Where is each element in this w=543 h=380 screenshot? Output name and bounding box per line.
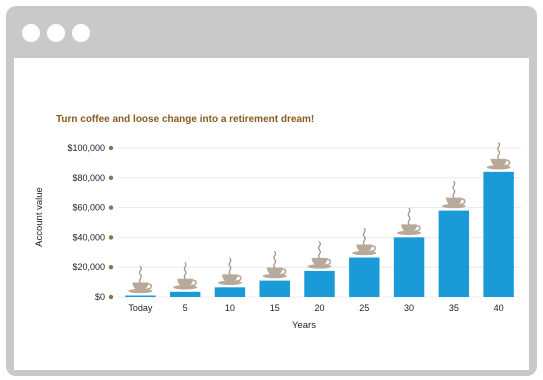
chart-panel: Turn coffee and loose change into a reti… [14, 58, 529, 370]
minimize-icon[interactable] [47, 24, 65, 42]
y-tick-label: $20,000 [72, 262, 105, 272]
x-tick-label: 10 [225, 303, 235, 313]
y-tick-marker [108, 235, 114, 240]
maximize-icon[interactable] [72, 24, 90, 42]
browser-window: Turn coffee and loose change into a reti… [6, 6, 537, 376]
x-tick-label: 15 [270, 303, 280, 313]
chart-title: Turn coffee and loose change into a reti… [56, 114, 314, 125]
bar [483, 171, 514, 297]
coffee-cup-icon [217, 257, 242, 286]
y-tick-marker [108, 265, 114, 270]
y-tick-label: $0 [95, 292, 105, 302]
bar [169, 291, 201, 297]
bar [393, 237, 425, 297]
bar [304, 270, 335, 297]
x-axis-label: Years [292, 320, 316, 331]
x-tick-label: 25 [359, 303, 369, 313]
bar [259, 280, 290, 297]
coffee-cup-icon [441, 180, 466, 209]
y-tick-marker [108, 145, 114, 151]
coffee-cup-icon [352, 227, 377, 256]
window-titlebar [6, 6, 537, 58]
bar [349, 257, 380, 297]
y-tick-label: $60,000 [72, 203, 105, 213]
coffee-cup-icon [173, 262, 198, 290]
x-tick-label: 5 [183, 303, 188, 313]
bars [125, 142, 514, 297]
x-tick-label: Today [128, 303, 153, 313]
y-tick-label: $80,000 [72, 173, 105, 183]
close-icon[interactable] [22, 24, 40, 42]
x-tick-label: 35 [449, 303, 459, 313]
x-tick-label: 20 [314, 303, 324, 313]
coffee-cup-icon [307, 241, 332, 269]
coffee-cup-icon [397, 207, 422, 236]
coffee-cup-icon [486, 142, 511, 170]
bar [125, 295, 156, 297]
bar [214, 287, 246, 297]
coffee-cup-icon [262, 251, 287, 279]
y-tick-label: $40,000 [72, 232, 105, 242]
y-tick-marker [108, 175, 114, 180]
y-tick-marker [108, 205, 114, 210]
y-tick-label: $100,000 [67, 143, 105, 153]
x-tick-label: 40 [494, 303, 504, 313]
x-axis: Today 5 10 15 20 25 30 35 40 [128, 303, 503, 313]
bar [438, 210, 470, 297]
y-axis: $0 $20,000 $40,000 $60,000 $80,000 $100,000 [67, 143, 114, 302]
bar-chart: Turn coffee and loose change into a reti… [34, 114, 521, 331]
y-tick-marker [108, 294, 114, 300]
x-tick-label: 30 [404, 303, 414, 313]
coffee-cup-icon [128, 265, 153, 294]
y-axis-label: Account value [34, 187, 45, 247]
